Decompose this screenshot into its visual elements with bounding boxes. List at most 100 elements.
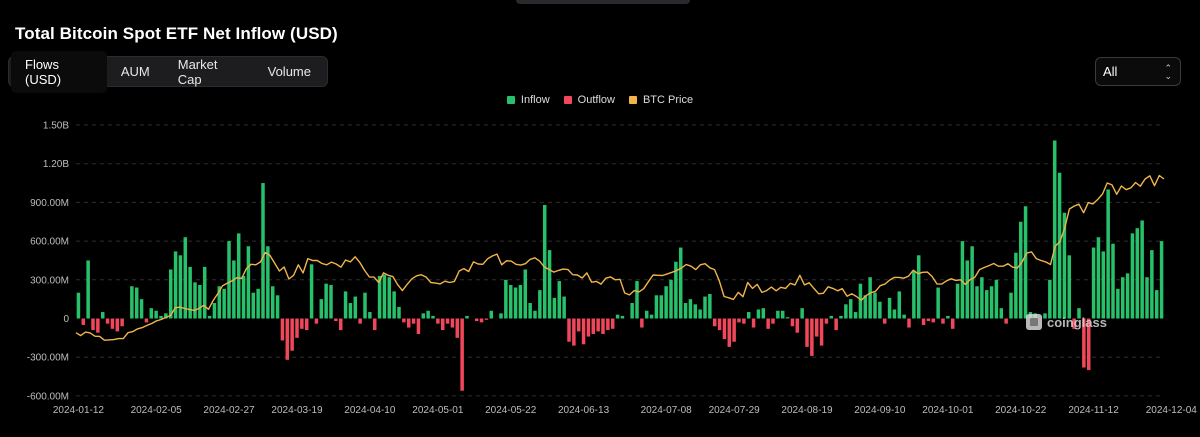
chart-legend: Inflow Outflow BTC Price [0, 94, 1200, 106]
outflow-bar [372, 318, 377, 331]
inflow-bar [674, 261, 678, 319]
x-tick-label: 2024-09-10 [854, 405, 906, 416]
btc-price-polyline [75, 174, 1165, 341]
outflow-bar [460, 318, 464, 391]
tab-market-cap[interactable]: Market Cap [177, 56, 218, 87]
top-handle [516, 0, 690, 4]
outflow-bar [285, 318, 290, 360]
inflow-bar [693, 304, 698, 319]
inflow-bar [635, 281, 639, 319]
inflow-bar [1062, 212, 1067, 319]
legend-btc-price[interactable]: BTC Price [628, 94, 694, 106]
outflow-bar [567, 318, 571, 342]
inflow-bar [955, 283, 960, 319]
legend-inflow-swatch [506, 96, 515, 104]
inflow-bar [241, 275, 246, 319]
outflow-bar [926, 318, 931, 322]
inflow-bar [198, 284, 202, 319]
inflow-bar [465, 315, 469, 319]
legend-inflow[interactable]: Inflow [506, 94, 550, 106]
x-tick-label: 2024-08-19 [781, 405, 833, 416]
inflow-bar [892, 309, 897, 319]
inflow-bar [1111, 243, 1115, 319]
inflow-bar [878, 301, 882, 319]
outflow-bar [941, 318, 945, 324]
outflow-bar [640, 318, 644, 328]
x-tick-label: 2024-10-22 [995, 405, 1047, 416]
inflow-bar [1067, 255, 1072, 319]
inflow-bar [683, 303, 688, 319]
inflow-bar [1101, 251, 1106, 319]
inflow-bar [1018, 221, 1023, 319]
inflow-bar [887, 297, 892, 319]
inflow-bar [1014, 252, 1018, 319]
outflow-bar [334, 318, 338, 322]
y-tick-label: -300.00M [27, 353, 69, 364]
inflow-bar [246, 246, 251, 319]
inflow-bar [1048, 279, 1052, 319]
inflow-bar [780, 310, 785, 319]
inflow-bar [853, 312, 858, 319]
inflow-bar [863, 295, 868, 319]
inflow-bar [329, 284, 333, 319]
inflow-bar [236, 233, 241, 319]
inflow-bar [946, 315, 950, 319]
outflow-bar [96, 318, 100, 333]
outflow-bar [737, 318, 741, 323]
inflow-bar [76, 292, 81, 319]
inflow-bar [1077, 308, 1081, 319]
range-select[interactable]: All ⌃ ⌄ [1095, 57, 1181, 86]
inflow-bar [1140, 220, 1144, 319]
outflow-bar [358, 318, 362, 324]
outflow-bar [712, 318, 717, 327]
outflow-bar [110, 318, 115, 329]
inflow-bar [324, 283, 328, 319]
legend-btc-price-label: BTC Price [642, 94, 694, 106]
outflow-bar [81, 318, 86, 325]
inflow-bar [669, 279, 673, 319]
inflow-bar [1150, 250, 1154, 319]
outflow-bar [304, 318, 309, 331]
inflow-bar [542, 204, 547, 319]
inflow-bar [1096, 237, 1101, 319]
outflow-bar [572, 318, 576, 346]
inflow-bar [800, 308, 804, 319]
x-tick-label: 2024-07-08 [641, 405, 693, 416]
inflow-bar [256, 288, 260, 319]
tab-flows[interactable]: Flows (USD) [11, 50, 107, 93]
legend-outflow[interactable]: Outflow [563, 94, 615, 106]
inflow-bar [756, 309, 761, 319]
outflow-bar [1072, 318, 1076, 329]
outflow-bar [810, 318, 814, 356]
inflow-bar [829, 315, 834, 319]
inflow-bar [1057, 172, 1062, 319]
outflow-bar [722, 318, 727, 340]
outflow-bar [921, 318, 926, 325]
inflow-bar [873, 292, 877, 319]
inflow-bar [533, 310, 537, 319]
outflow-bar [411, 318, 416, 324]
btc-price-line [75, 174, 1165, 341]
inflow-bar [698, 309, 702, 319]
inflow-bar [746, 312, 751, 319]
x-tick-label: 2024-04-10 [344, 405, 396, 416]
tab-aum[interactable]: AUM [120, 64, 150, 79]
outflow-bar [314, 318, 319, 324]
inflow-bar [523, 269, 528, 319]
tab-volume[interactable]: Volume [267, 64, 311, 79]
inflow-bar [188, 266, 192, 319]
outflow-bar [115, 318, 120, 332]
outflow-bar [732, 318, 736, 342]
inflow-bar [222, 288, 226, 319]
outflow-bar [1004, 318, 1008, 324]
y-tick-label: -600.00M [27, 391, 69, 402]
y-tick-label: 900.00M [30, 198, 69, 209]
inflow-bar [912, 270, 916, 319]
outflow-bar [596, 318, 600, 332]
inflow-bar [504, 279, 508, 319]
inflow-bar [387, 277, 392, 319]
inflow-bar [1154, 290, 1159, 319]
inflow-bar [1135, 228, 1140, 319]
inflow-bar [688, 299, 693, 319]
